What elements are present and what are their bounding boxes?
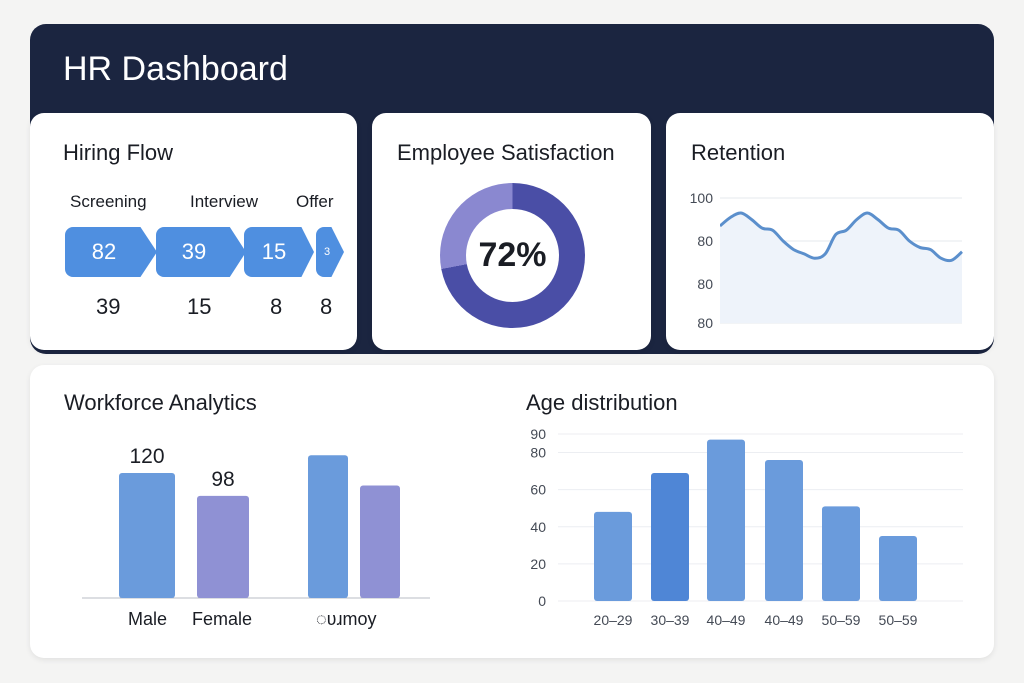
age-bar-chart: 0 20 40 60 80 90 20–29 30–39 40–49 40–49 50–59 50–5…: [530, 426, 963, 628]
y-tick-label: 20: [530, 556, 546, 572]
retention-line-chart: [720, 197, 964, 324]
workforce-bar: [119, 473, 175, 598]
x-tick-label: 50–59: [822, 612, 861, 628]
workforce-title: Workforce Analytics: [64, 390, 257, 415]
workforce-bar: [360, 485, 400, 598]
x-label: Male: [128, 609, 168, 629]
x-tick-label: 20–29: [594, 612, 633, 628]
page-title: HR Dashboard: [63, 50, 288, 88]
funnel-stage[interactable]: 82: [65, 227, 157, 277]
funnel-stage[interactable]: 39: [156, 227, 246, 277]
y-tick-label: 40: [530, 519, 546, 535]
satisfaction-value: 72%: [466, 209, 559, 302]
y-tick-label: 60: [530, 482, 546, 498]
stage-label: Interview: [190, 192, 259, 211]
age-bar: [765, 459, 803, 601]
y-tick: 100: [689, 190, 713, 206]
x-tick-label: 30–39: [651, 612, 690, 628]
age-bar: [651, 472, 689, 601]
satisfaction-title: Employee Satisfaction: [397, 140, 615, 165]
y-tick: 80: [697, 233, 713, 249]
retention-title: Retention: [691, 140, 786, 165]
funnel-stage[interactable]: 15: [244, 227, 314, 277]
y-tick: 80: [697, 276, 713, 292]
workforce-bar: [308, 455, 348, 598]
y-tick-label: 0: [538, 593, 546, 609]
bar-value-label: 120: [129, 445, 164, 468]
x-tick-label: 40–49: [765, 612, 804, 628]
retention-line: [720, 211, 964, 263]
stage-label: Offer: [296, 192, 334, 211]
x-tick-label: 40–49: [707, 612, 746, 628]
workforce-bar-chart: 120 98: [82, 445, 430, 599]
x-label: ◌ʋɹmoy: [316, 609, 377, 629]
stage-label: Screening: [70, 192, 147, 211]
stage-count: 15: [187, 294, 212, 319]
age-bar: [707, 439, 745, 601]
y-tick: 80: [697, 315, 713, 331]
bar-value-label: 98: [211, 468, 234, 491]
age-bar: [822, 506, 860, 601]
x-tick-label: 50–59: [879, 612, 918, 628]
x-label: Female: [192, 609, 253, 629]
y-tick-label: 90: [530, 426, 546, 442]
stage-count: 39: [96, 294, 121, 319]
y-tick-label: 80: [530, 445, 546, 461]
stage-count: 8: [270, 294, 283, 319]
retention-area: [720, 213, 962, 323]
hiring-flow-title: Hiring Flow: [63, 140, 174, 165]
age-title: Age distribution: [526, 390, 678, 415]
age-bar: [594, 511, 632, 601]
stage-count: 8: [320, 294, 333, 319]
age-bar: [879, 536, 917, 601]
workforce-bar: [197, 495, 249, 598]
